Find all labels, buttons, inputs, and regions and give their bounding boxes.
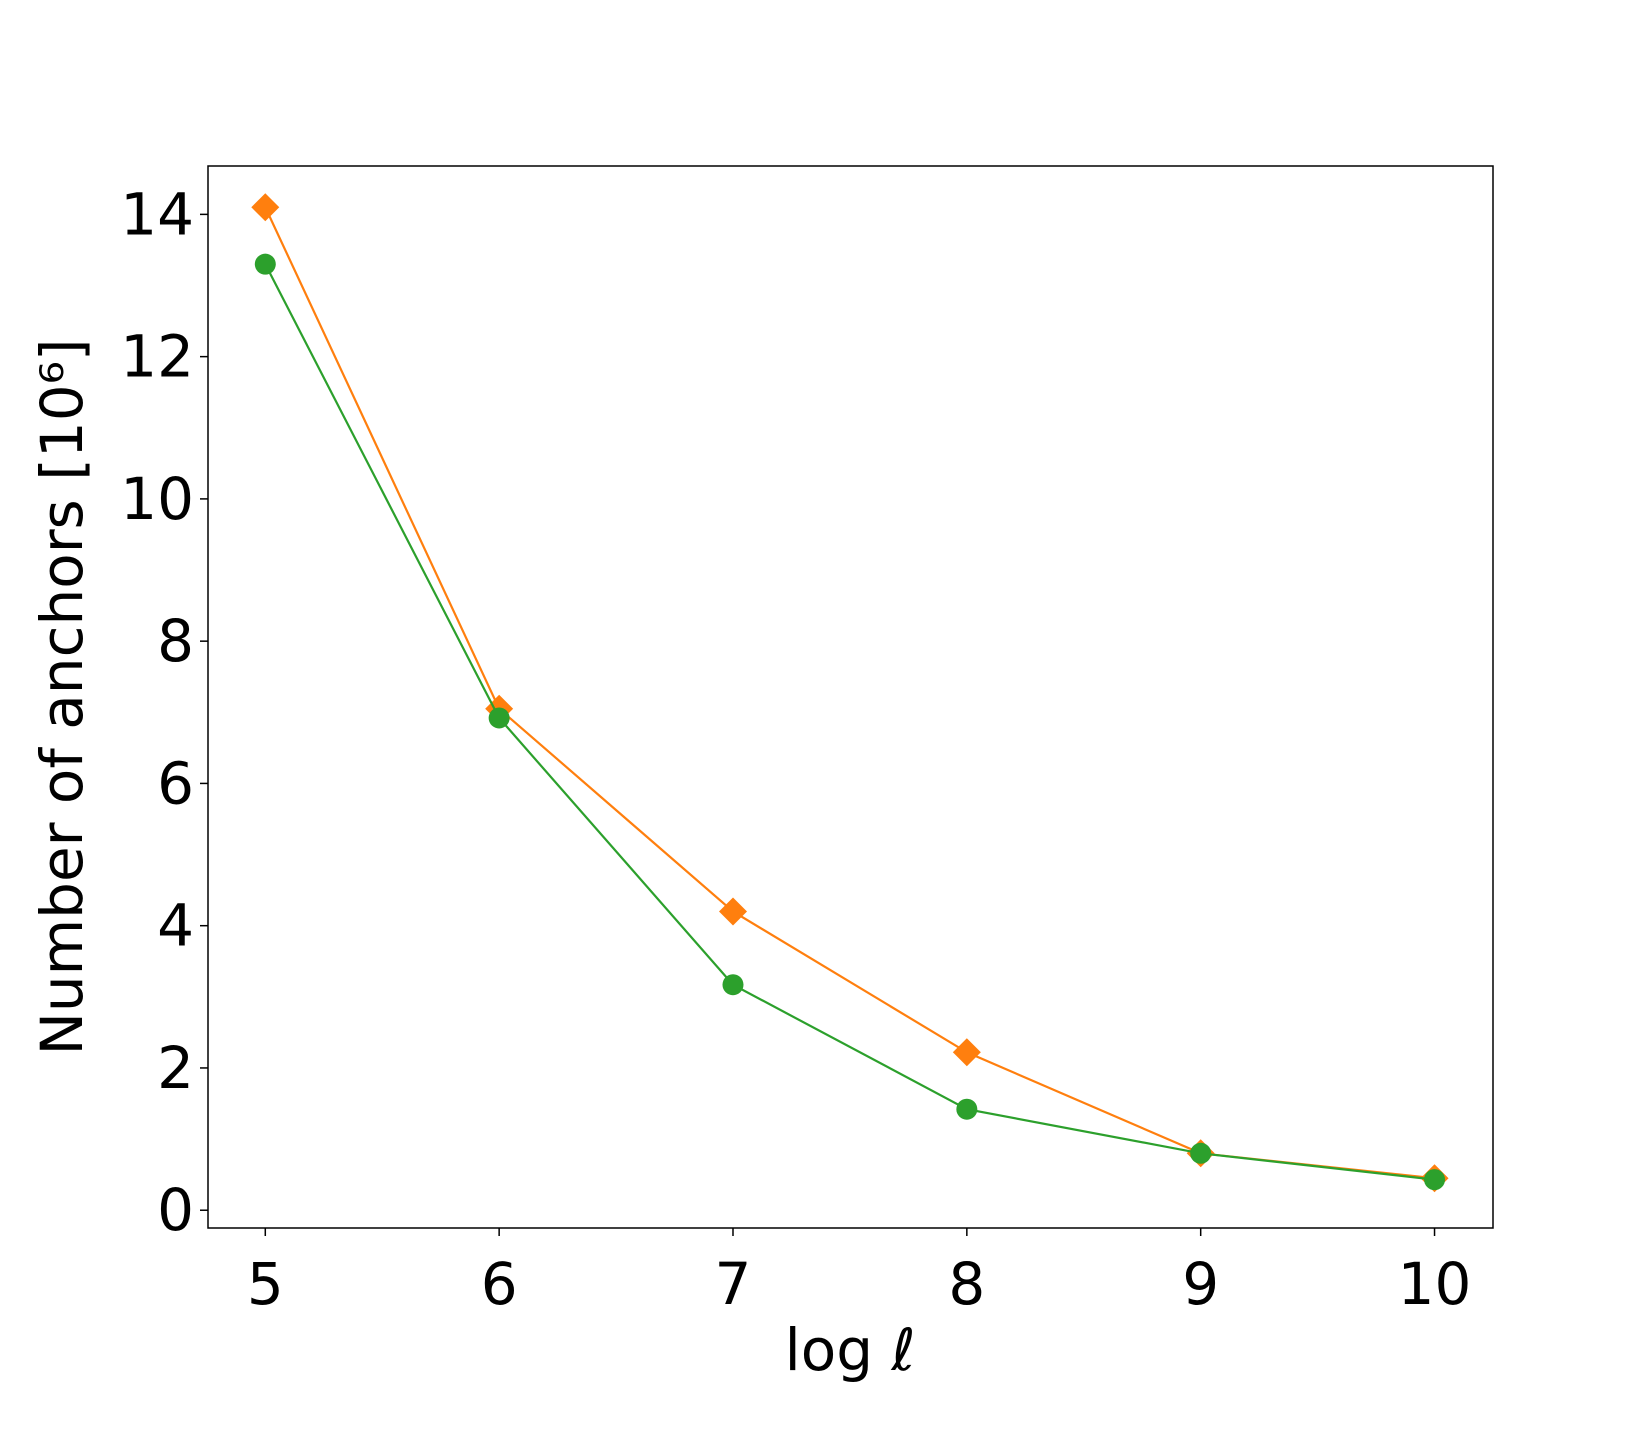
plot-frame <box>207 165 1494 1229</box>
marker <box>488 707 510 729</box>
x-tick-label: 9 <box>1182 1250 1219 1318</box>
y-tick-label: 2 <box>157 1034 194 1102</box>
series-line <box>264 206 1435 1180</box>
y-axis-label: Number of anchors [10⁶] <box>28 338 96 1055</box>
series-line <box>264 263 1435 1181</box>
marker <box>722 974 744 996</box>
y-tick-label: 8 <box>157 607 194 675</box>
x-axis-label: log ℓ <box>785 1316 916 1384</box>
marker <box>254 253 276 275</box>
y-tick-label: 12 <box>120 323 194 391</box>
marker <box>718 897 747 926</box>
y-tick-label: 0 <box>157 1176 194 1244</box>
marker <box>956 1098 978 1120</box>
marker <box>1190 1142 1212 1164</box>
x-tick-label: 8 <box>948 1250 985 1318</box>
y-tick-label: 4 <box>157 892 194 960</box>
marker <box>251 193 280 222</box>
marker <box>952 1038 981 1067</box>
x-tick-label: 10 <box>1398 1250 1472 1318</box>
x-tick-label: 6 <box>481 1250 518 1318</box>
y-tick-label: 14 <box>120 180 194 248</box>
x-tick-label: 7 <box>715 1250 752 1318</box>
x-tick-label: 5 <box>247 1250 284 1318</box>
y-tick-label: 10 <box>120 465 194 533</box>
y-tick-label: 6 <box>157 749 194 817</box>
marker <box>1424 1169 1446 1191</box>
